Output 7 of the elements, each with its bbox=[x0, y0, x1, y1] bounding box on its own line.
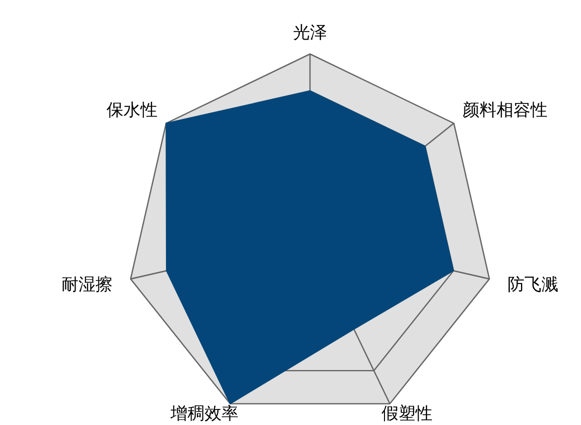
spoke-label: 防飞溅 bbox=[508, 274, 559, 295]
spoke-label: 光泽 bbox=[293, 23, 327, 43]
spoke-label: 颜料相容性 bbox=[462, 100, 548, 121]
spoke-label: 耐湿擦 bbox=[61, 274, 112, 295]
spoke-label: 增稠效率 bbox=[169, 404, 238, 424]
spoke-label: 保水性 bbox=[106, 100, 158, 121]
spoke-label: 假塑性 bbox=[382, 404, 433, 424]
